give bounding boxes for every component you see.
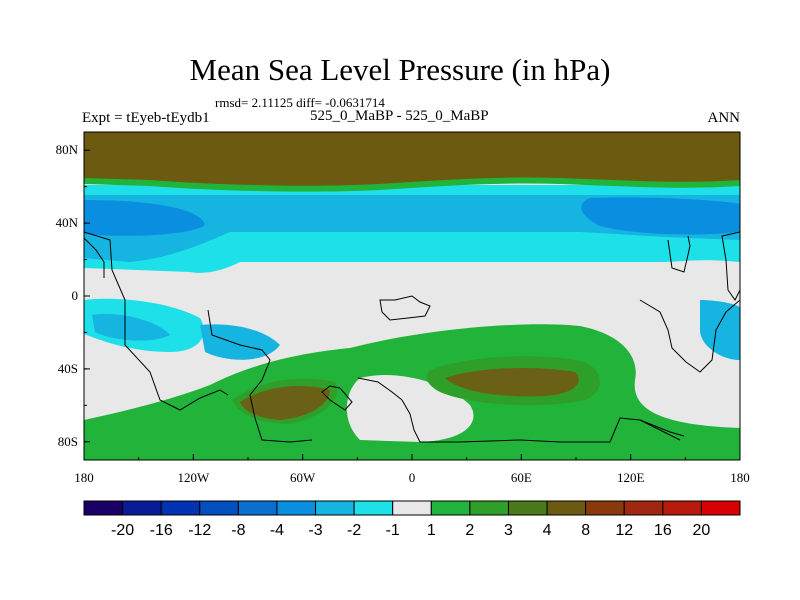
colorbar-swatch [430,500,471,516]
coastline [84,231,740,443]
colorbar-label: 12 [615,522,633,539]
x-tick-label: 60W [290,470,316,485]
colorbar-label: 16 [654,522,672,539]
y-tick-label: 80N [56,142,79,157]
x-axis: 180 120W 60W 0 60E 120E 180 [74,454,750,485]
sky-patch-sw [92,313,170,341]
x-tick-label: 180 [730,470,750,485]
colorbar: -20 -16 -12 -8 -4 -3 -2 -1 1 2 3 4 8 12 16 20 [83,500,741,539]
y-axis: 80N 40N 0 40S 80S [56,142,90,449]
arctic-brown-cap [84,132,740,186]
x-tick-label: 60E [511,470,532,485]
x-tick-label: 180 [74,470,94,485]
colorbar-label: -1 [386,522,400,539]
colorbar-label: 1 [427,522,436,539]
coast-japan [667,235,691,273]
colorbar-swatch [546,500,587,516]
experiment-label: Expt = tEyeb-tEydb1 [82,110,210,126]
colorbar-label: -4 [270,522,284,539]
coast-asia-southeast [639,299,740,373]
colorbar-label: -8 [231,522,245,539]
colorbar-label: -16 [150,522,173,539]
sky-belt [84,195,740,262]
sky-patch-se [700,300,740,360]
colorbar-swatch [315,500,355,516]
colorbar-swatch [160,500,201,516]
coast-australia-south [639,419,685,437]
y-tick-label: 80S [58,434,78,449]
colorbar-swatch [392,500,432,516]
coast-africa-north [379,295,431,321]
colorbar-swatch [700,500,741,516]
colorbar-swatch [585,500,625,516]
colorbar-label: -12 [188,522,211,539]
colorbar-swatch [469,500,509,516]
y-tick-label: 40S [58,361,78,376]
colorbar-label: -3 [308,522,322,539]
y-tick-label: 40N [56,215,79,230]
colorbar-swatch [276,500,317,516]
colorbar-label: -20 [111,522,134,539]
blue-lobe-east [581,197,740,235]
colorbar-swatch [662,500,702,516]
x-tick-label: 120W [177,470,210,485]
colorbar-swatch [353,500,394,516]
colorbar-label: 3 [504,522,513,539]
colorbar-swatch [83,500,124,516]
blue-lobe-west [84,200,205,236]
coast-falklands [321,385,353,411]
colorbar-label: 8 [581,522,590,539]
coast-americas-west [84,231,229,411]
x-tick-label: 0 [409,470,416,485]
season-label: ANN [707,110,741,126]
sky-patch-south [200,324,280,360]
colorbar-swatch [237,500,278,516]
colorbar-label: 2 [465,522,474,539]
coast-alaska [84,237,105,278]
olive-core-east [445,368,579,397]
colorbar-label: 4 [543,522,552,539]
center-label: 525_0_MaBP - 525_0_MaBP [310,108,489,124]
x-tick-label: 120E [617,470,645,485]
colorbar-swatch [507,500,548,516]
colorbar-swatch [122,500,162,516]
stats-text: rmsd= 2.11125 diff= -0.0631714 [215,95,385,110]
colorbar-label: -2 [347,522,361,539]
colorbar-label: 20 [693,522,711,539]
coast-south-america-east [207,309,313,443]
coast-east-asia [721,231,740,301]
sky-patch-mid [280,200,395,219]
chart-title: Mean Sea Level Pressure (in hPa) [189,52,611,87]
olive-core-west [240,386,330,420]
coast-indian-ocean [519,417,681,443]
y-tick-label: 0 [72,288,79,303]
coast-africa-south [357,377,521,443]
colorbar-swatch [623,500,664,516]
colorbar-swatch [199,500,239,516]
